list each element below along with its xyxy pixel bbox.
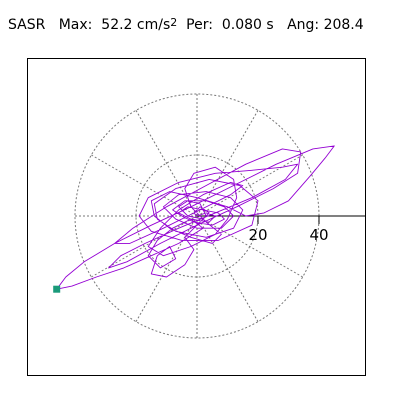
x-tick-label-20: 20 <box>248 226 267 244</box>
period-value: 0.080 s <box>221 17 274 33</box>
max-marker-group <box>53 285 61 293</box>
x-tick-label-40: 40 <box>309 226 328 244</box>
trace-series <box>56 145 335 290</box>
angle-label: Ang: <box>287 17 320 33</box>
component-label: SASR <box>8 17 46 33</box>
grid-spoke <box>196 215 303 278</box>
chart-title: SASR Max: 52.2 cm/s2 Per: 0.080 s Ang: 2… <box>8 16 364 34</box>
period-label: Per: <box>186 17 213 33</box>
angle-value: 208.4 <box>323 17 364 33</box>
max-unit-exponent: 2 <box>170 16 178 29</box>
max-point-marker <box>53 285 61 293</box>
max-label: Max: <box>58 17 93 33</box>
series-line-0 <box>56 145 335 290</box>
grid-spoke <box>135 215 198 322</box>
max-unit: cm/s <box>136 17 171 33</box>
grid-spoke <box>196 215 259 322</box>
grid-spoke <box>91 215 198 278</box>
max-value: 52.2 <box>101 17 133 33</box>
grid-spoke <box>196 154 303 217</box>
grid-spoke <box>91 154 198 217</box>
axes: 20 40 <box>197 215 366 244</box>
grid-spoke <box>135 110 198 217</box>
